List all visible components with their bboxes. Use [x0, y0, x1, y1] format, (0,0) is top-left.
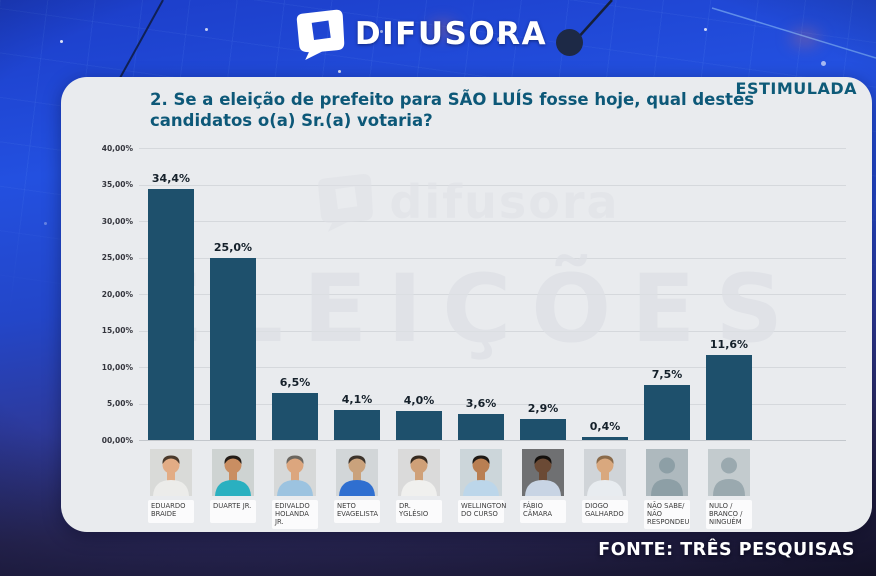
pendulum-ball [556, 28, 584, 56]
candidate-name: FÁBIO CÂMARA [520, 500, 566, 523]
candidate-photo [150, 449, 192, 496]
gridline [139, 221, 846, 222]
candidate-column: EDIVALDO HOLANDA JR. [272, 449, 318, 530]
candidate-name: WELLINGTON DO CURSO [458, 500, 506, 523]
person-placeholder-icon [708, 449, 750, 496]
bar-value-label: 0,4% [589, 420, 621, 434]
background-dots [0, 0, 3, 3]
bar-value-label: 25,0% [213, 240, 253, 254]
source-credit: FONTE: TRÊS PESQUISAS [598, 540, 855, 560]
y-axis-tick-label: 5,00% [106, 399, 133, 408]
candidate-column: DR. YGLÉSIO [396, 449, 442, 523]
y-axis-tick-label: 10,00% [101, 362, 133, 372]
candidate-photo [584, 449, 626, 496]
candidate-column: EDUARDO BRAIDE [148, 449, 194, 523]
bar [334, 410, 380, 440]
candidate-name: EDUARDO BRAIDE [148, 500, 194, 523]
candidate-name: NULO / BRANCO / NINGUÉM [706, 500, 752, 530]
candidate-name: NÃO SABE/ NÃO RESPONDEU [644, 500, 690, 530]
poll-question: 2. Se a eleição de prefeito para SÃO LUÍ… [150, 90, 755, 130]
candidate-column: NULO / BRANCO / NINGUÉM [706, 449, 752, 530]
candidate-column: DIOGO GALHARDO [582, 449, 628, 523]
candidate-photo [274, 449, 316, 496]
bar-value-label: 7,5% [651, 368, 683, 382]
bar-value-label: 4,1% [341, 393, 373, 407]
difusora-logo-icon [296, 9, 345, 60]
bar-value-label: 4,0% [403, 393, 435, 407]
gridline [139, 440, 846, 441]
y-axis-tick-label: 15,00% [101, 326, 133, 335]
y-axis-tick-label: 20,00% [101, 289, 133, 299]
bar [396, 410, 442, 440]
candidate-name: EDIVALDO HOLANDA JR. [272, 500, 318, 530]
bar-value-label: 2,9% [527, 401, 559, 415]
y-axis-tick-label: 00,00% [101, 435, 133, 445]
bar [272, 392, 318, 440]
candidate-column: NETO EVAGELISTA [334, 449, 380, 523]
header-logo: DIFUSORA [0, 8, 876, 60]
bar [706, 355, 752, 440]
candidate-photo [398, 449, 440, 496]
candidate-column: NÃO SABE/ NÃO RESPONDEU [644, 449, 690, 530]
candidate-name: DUARTE JR. [210, 500, 256, 523]
bar-value-label: 6,5% [279, 375, 311, 389]
y-axis-tick-label: 30,00% [101, 216, 133, 226]
bar [210, 257, 256, 440]
y-axis-tick-label: 35,00% [101, 180, 133, 189]
bar-value-label: 3,6% [465, 396, 497, 410]
bar [520, 418, 566, 440]
bar [582, 437, 628, 440]
person-placeholder-icon [646, 449, 688, 496]
candidate-column: FÁBIO CÂMARA [520, 449, 566, 523]
gridline [139, 148, 846, 149]
bar [458, 413, 504, 440]
candidate-column: WELLINGTON DO CURSO [458, 449, 506, 523]
difusora-watermark-icon [318, 174, 374, 232]
bar [148, 188, 194, 440]
gridline [139, 184, 846, 186]
candidate-photo [336, 449, 378, 496]
candidate-name: DR. YGLÉSIO [396, 500, 442, 523]
candidate-photo [212, 449, 254, 496]
bar-value-label: 11,6% [709, 338, 749, 352]
bar-value-label: 34,4% [151, 171, 191, 185]
candidate-photo [522, 449, 564, 496]
candidate-photo [460, 449, 502, 496]
candidate-column: DUARTE JR. [210, 449, 256, 523]
candidate-name: NETO EVAGELISTA [334, 500, 380, 523]
poll-card: ESTIMULADA 2. Se a eleição de prefeito p… [61, 77, 872, 532]
y-axis-tick-label: 40,00% [101, 143, 133, 153]
bar [644, 385, 690, 440]
candidate-name: DIOGO GALHARDO [582, 500, 628, 523]
y-axis-tick-label: 25,00% [101, 253, 133, 262]
brand-name: DIFUSORA [354, 16, 548, 52]
